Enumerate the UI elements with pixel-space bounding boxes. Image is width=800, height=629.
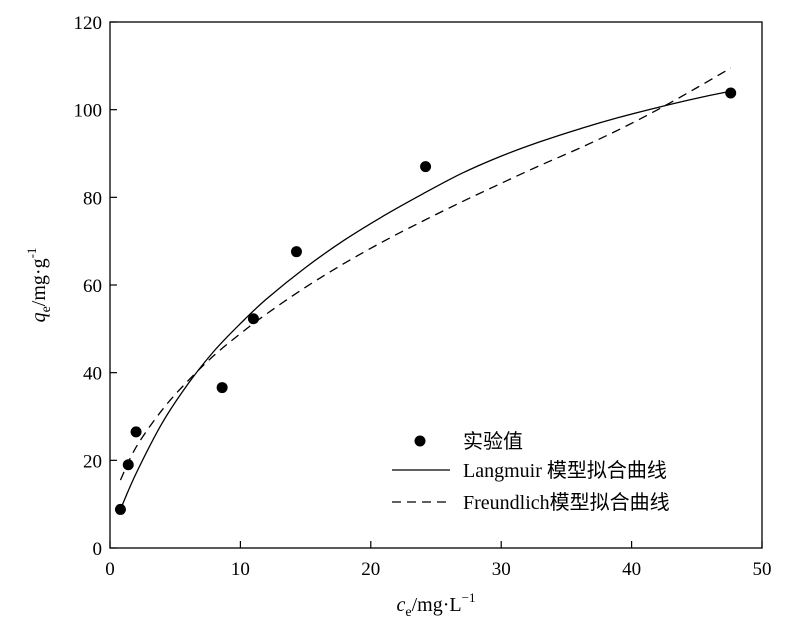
legend-label-points: 实验值 [463, 430, 523, 453]
legend: 实验值 Langmuir 模型拟合曲线 Freundlich模型拟合曲线 [392, 430, 670, 514]
data-point [247, 313, 259, 325]
data-point [122, 459, 134, 471]
data-point [725, 87, 737, 99]
y-tick-label: 20 [83, 451, 102, 472]
data-point [216, 382, 228, 394]
data-point [114, 503, 126, 515]
y-tick-label: 80 [83, 188, 102, 209]
y-tick-label: 40 [83, 364, 102, 385]
legend-label-freundlich: Freundlich模型拟合曲线 [463, 491, 670, 514]
x-tick-label: 30 [492, 559, 511, 580]
axis-titles: ce/mg·L−1 qe/mg·g-1 [24, 248, 475, 620]
x-axis-title: ce/mg·L−1 [397, 590, 476, 620]
data-point [130, 426, 142, 438]
legend-marker-points [414, 435, 426, 447]
y-axis-title: qe/mg·g-1 [24, 248, 54, 323]
data-point [420, 161, 432, 173]
series-layer [114, 67, 737, 515]
legend-label-langmuir: Langmuir 模型拟合曲线 [463, 459, 667, 482]
x-tick-label: 10 [231, 559, 250, 580]
data-point [290, 246, 302, 258]
x-tick-label: 20 [361, 559, 380, 580]
axis-ticks: 0 10 20 30 40 50 0 20 40 60 80 100 120 [74, 13, 772, 580]
langmuir-fit-line [119, 90, 731, 510]
freundlich-fit-line [119, 67, 732, 481]
x-tick-label: 40 [622, 559, 641, 580]
y-tick-label: 60 [83, 276, 102, 297]
x-tick-label: 0 [105, 559, 115, 580]
y-tick-label: 0 [93, 539, 103, 560]
x-tick-label: 50 [753, 559, 772, 580]
y-tick-label: 100 [74, 101, 103, 122]
y-tick-label: 120 [74, 13, 103, 34]
